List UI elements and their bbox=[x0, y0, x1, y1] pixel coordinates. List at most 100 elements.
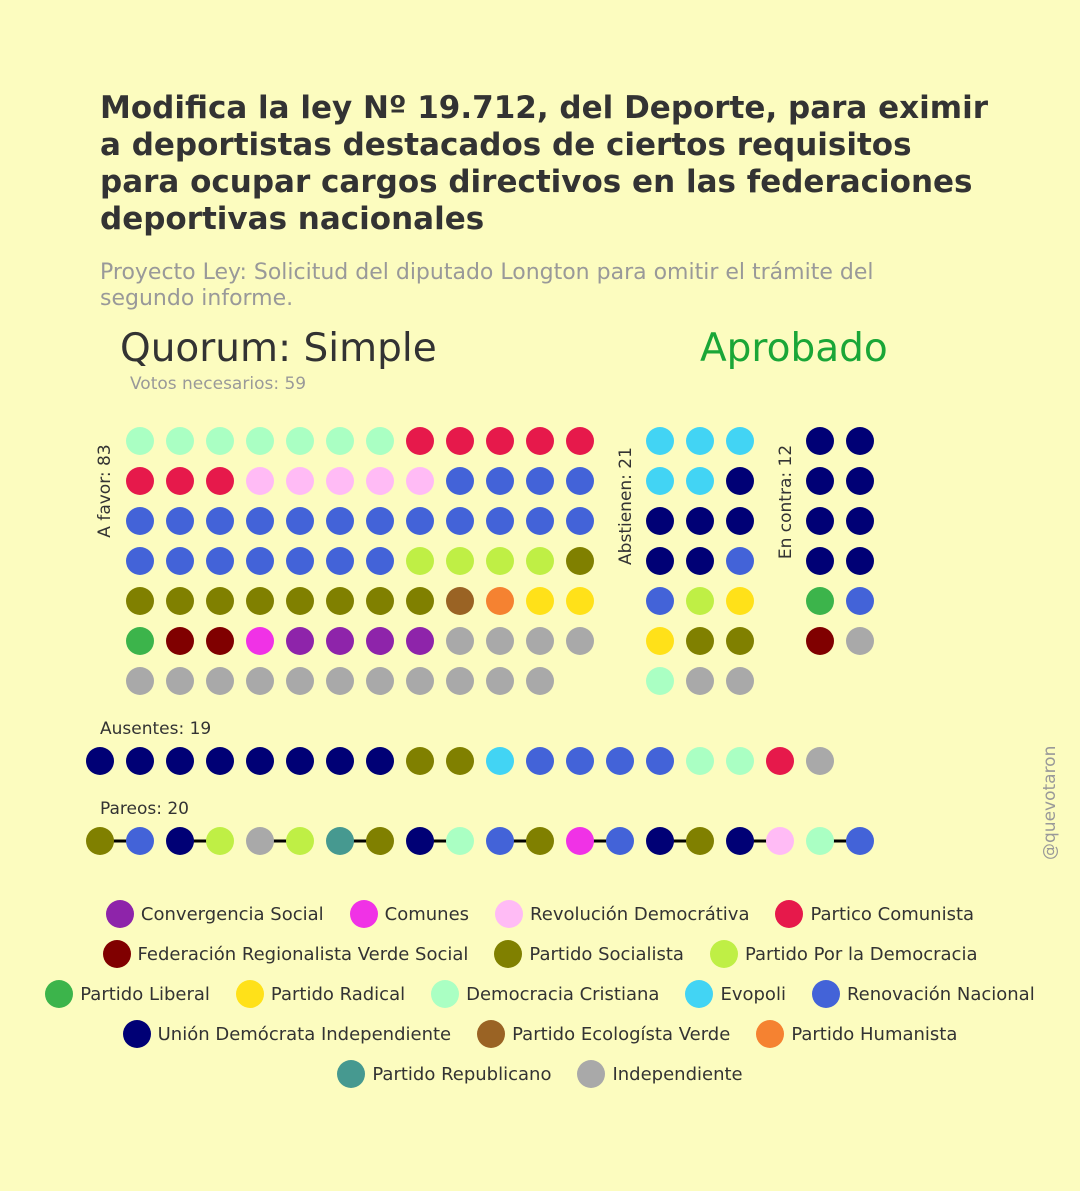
en-contra-seat bbox=[846, 507, 874, 535]
legend-item: Partido Liberal bbox=[45, 980, 210, 1008]
a-favor-seat bbox=[326, 427, 354, 455]
legend-item: Federación Regionalista Verde Social bbox=[102, 940, 468, 968]
legend-swatch bbox=[775, 900, 804, 928]
a-favor-seat bbox=[326, 467, 354, 495]
a-favor-seat bbox=[126, 427, 154, 455]
a-favor-seat bbox=[206, 667, 234, 695]
ausentes-seat bbox=[606, 747, 634, 775]
pareo-seat bbox=[846, 827, 874, 855]
legend-item: Convergencia Social bbox=[105, 900, 324, 928]
a-favor-seat bbox=[486, 507, 514, 535]
a-favor-seat bbox=[126, 627, 154, 655]
a-favor-seat bbox=[486, 587, 514, 615]
a-favor-seat bbox=[366, 667, 394, 695]
abstienen-seat bbox=[686, 467, 714, 495]
legend-label: Convergencia Social bbox=[140, 903, 324, 925]
party-legend: Convergencia Social Comunes Revolución Dem… bbox=[30, 900, 1050, 1088]
a-favor-seat bbox=[446, 467, 474, 495]
a-favor-seat bbox=[406, 427, 434, 455]
abstienen-seat bbox=[646, 507, 674, 535]
abstienen-seat bbox=[646, 587, 674, 615]
abstienen-seat bbox=[726, 627, 754, 655]
ausentes-label: Ausentes: 19 bbox=[100, 719, 211, 739]
a-favor-seat bbox=[526, 627, 554, 655]
a-favor-seat bbox=[166, 667, 194, 695]
abstienen-seat bbox=[686, 427, 714, 455]
legend-label: Democracia Cristiana bbox=[466, 983, 660, 1005]
legend-swatch bbox=[685, 980, 714, 1008]
a-favor-seat bbox=[286, 627, 314, 655]
ausentes-seat bbox=[526, 747, 554, 775]
pareo-seat bbox=[166, 827, 194, 855]
a-favor-seat bbox=[366, 427, 394, 455]
legend-label: Partido Ecologísta Verde bbox=[512, 1023, 731, 1045]
legend-label: Partido Liberal bbox=[80, 983, 210, 1005]
abstienen-seat bbox=[726, 587, 754, 615]
a-favor-seat bbox=[526, 667, 554, 695]
en-contra-seat bbox=[846, 467, 874, 495]
a-favor-seat bbox=[286, 507, 314, 535]
legend-swatch bbox=[431, 980, 460, 1008]
a-favor-seat bbox=[406, 627, 434, 655]
a-favor-seat bbox=[286, 427, 314, 455]
pareo-seat bbox=[406, 827, 434, 855]
pareo-seat bbox=[126, 827, 154, 855]
result-label: Aprobado bbox=[700, 326, 888, 371]
ausentes-seat bbox=[166, 747, 194, 775]
ausentes-seat bbox=[686, 747, 714, 775]
pareo-seat bbox=[526, 827, 554, 855]
vote-waffle-chart: A favor: 83 Abstienen: 21 En contra: 12 Aus… bbox=[86, 427, 874, 855]
a-favor-seat bbox=[126, 467, 154, 495]
ausentes-seat bbox=[766, 747, 794, 775]
legend-item: Revolución Democrátiva bbox=[495, 900, 749, 928]
a-favor-seat bbox=[286, 667, 314, 695]
a-favor-seat bbox=[246, 667, 274, 695]
a-favor-seat bbox=[526, 547, 554, 575]
abstienen-seat bbox=[646, 467, 674, 495]
a-favor-seat bbox=[246, 507, 274, 535]
legend-swatch bbox=[477, 1020, 506, 1048]
a-favor-seat bbox=[366, 467, 394, 495]
pareo-seat bbox=[726, 827, 754, 855]
ausentes-seat bbox=[326, 747, 354, 775]
pareo-seat bbox=[766, 827, 794, 855]
ausentes-seat bbox=[246, 747, 274, 775]
a-favor-seat bbox=[366, 627, 394, 655]
legend-label: Partido Socialista bbox=[529, 943, 684, 965]
a-favor-seat bbox=[566, 627, 594, 655]
en-contra-seat bbox=[806, 587, 834, 615]
a-favor-seat bbox=[126, 547, 154, 575]
quorum-label: Quorum: Simple bbox=[120, 326, 437, 371]
en-contra-seat bbox=[806, 507, 834, 535]
pareo-seat bbox=[806, 827, 834, 855]
ausentes-seat bbox=[446, 747, 474, 775]
legend-label: Comunes bbox=[384, 903, 470, 925]
en-contra-seat bbox=[806, 547, 834, 575]
legend-item: Democracia Cristiana bbox=[431, 980, 659, 1008]
pareo-seat bbox=[446, 827, 474, 855]
legend-swatch bbox=[495, 900, 524, 928]
a-favor-seat bbox=[326, 587, 354, 615]
a-favor-seat bbox=[166, 507, 194, 535]
a-favor-seat bbox=[406, 467, 434, 495]
a-favor-seat bbox=[566, 467, 594, 495]
a-favor-seat bbox=[446, 427, 474, 455]
a-favor-seat bbox=[326, 627, 354, 655]
a-favor-seat bbox=[246, 547, 274, 575]
a-favor-seat bbox=[286, 467, 314, 495]
abstienen-seat bbox=[726, 467, 754, 495]
a-favor-seat bbox=[566, 507, 594, 535]
a-favor-seat bbox=[566, 427, 594, 455]
legend-item: Partido Radical bbox=[235, 980, 405, 1008]
legend-swatch bbox=[577, 1060, 606, 1088]
legend-item: Partido Republicano bbox=[337, 1060, 551, 1088]
a-favor-seat bbox=[366, 547, 394, 575]
chart-title: Modifica la ley Nº 19.712, del Deporte, … bbox=[100, 90, 988, 237]
legend-item: Partido Socialista bbox=[494, 940, 684, 968]
a-favor-seat bbox=[326, 667, 354, 695]
en-contra-seat bbox=[846, 547, 874, 575]
abstienen-seat bbox=[726, 547, 754, 575]
a-favor-seat bbox=[126, 507, 154, 535]
abstienen-seat bbox=[726, 507, 754, 535]
a-favor-seat bbox=[126, 587, 154, 615]
